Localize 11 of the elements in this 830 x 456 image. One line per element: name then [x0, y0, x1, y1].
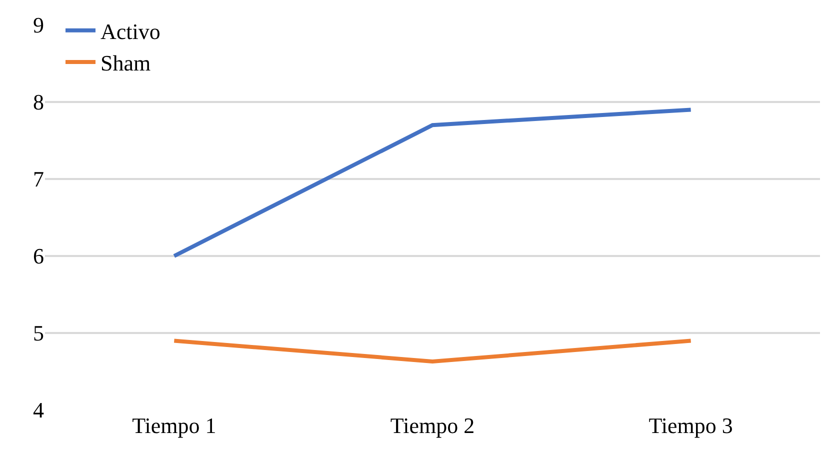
x-tick-label: Tiempo 2: [390, 413, 475, 438]
x-tick-label: Tiempo 1: [132, 413, 216, 438]
y-tick-label: 9: [33, 12, 44, 38]
legend-label: Activo: [100, 18, 160, 44]
x-tick-label: Tiempo 3: [648, 413, 733, 438]
y-tick-label: 5: [33, 320, 44, 346]
legend-label: Sham: [100, 50, 151, 76]
y-tick-label: 4: [33, 398, 44, 423]
y-tick-label: 6: [33, 244, 44, 269]
y-tick-label: 7: [33, 166, 44, 192]
y-tick-label: 8: [33, 90, 44, 115]
